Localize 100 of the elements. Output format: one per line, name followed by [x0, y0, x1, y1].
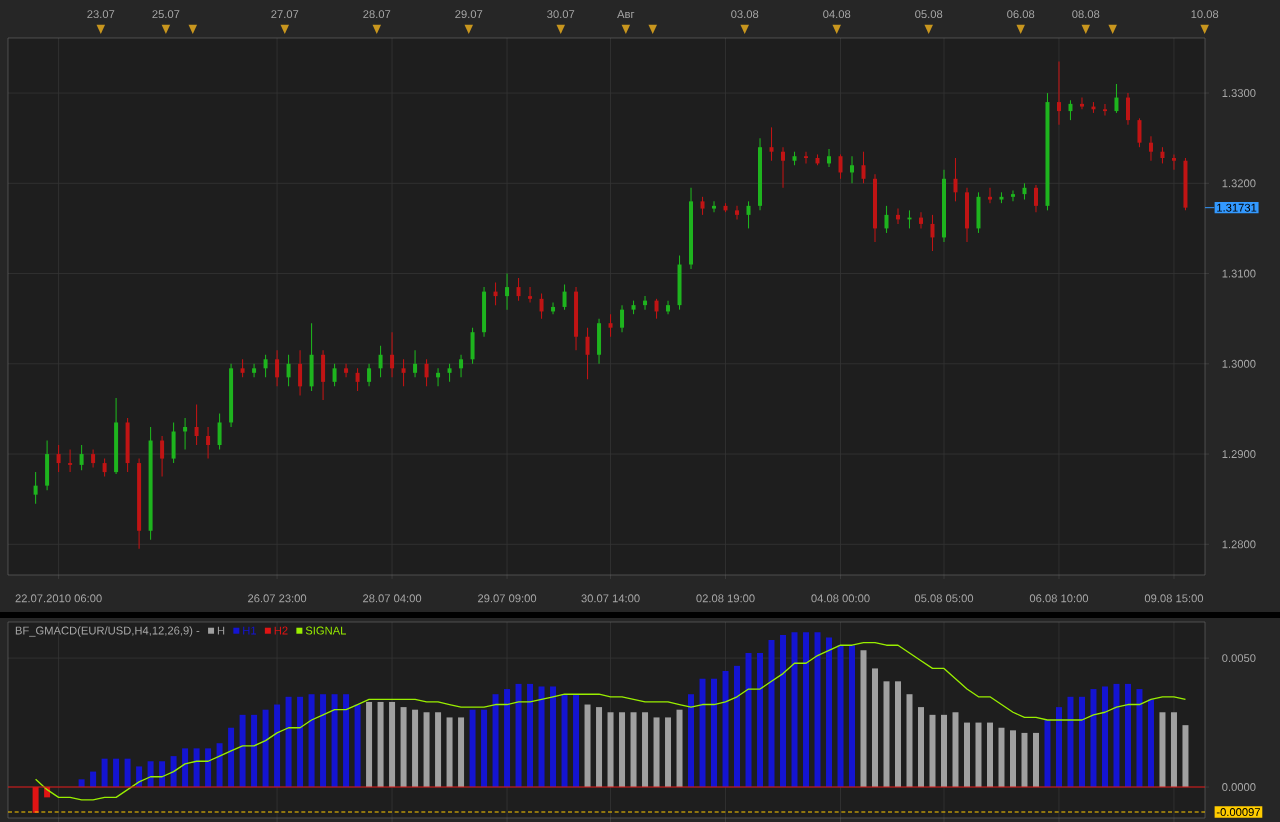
candlestick [804, 151, 809, 164]
x-tick-label: 28.07 04:00 [363, 594, 422, 603]
candlestick [597, 318, 602, 365]
bar [918, 707, 924, 788]
candlestick [344, 363, 349, 378]
text: 10.08 [1191, 10, 1219, 19]
bar [653, 717, 660, 788]
bar [584, 704, 591, 788]
candlestick [275, 349, 280, 387]
bar [676, 709, 683, 788]
y-tick-label: 1.2900 [1222, 450, 1256, 459]
text: 28.07 [363, 10, 391, 19]
candlestick [827, 148, 832, 168]
y-tick-label: 1.2800 [1222, 540, 1256, 549]
text: 29.07 [455, 10, 483, 19]
bar [803, 632, 810, 788]
x-tick-label: 30.07 14:00 [581, 594, 640, 603]
candlestick [964, 187, 969, 243]
bar [423, 712, 430, 788]
bar [711, 678, 718, 788]
bar [274, 704, 281, 788]
candlestick [56, 444, 61, 473]
candlestick [516, 277, 521, 302]
bar [849, 645, 856, 788]
candlestick [263, 354, 268, 378]
bar [699, 678, 706, 788]
candlestick [68, 449, 73, 473]
bar [331, 694, 338, 788]
bar [745, 652, 752, 788]
bar [159, 761, 166, 788]
bar [826, 637, 833, 788]
candlestick [206, 426, 211, 460]
candlestick [114, 397, 119, 475]
bar [124, 758, 131, 788]
bar [1078, 696, 1085, 788]
bar [780, 634, 787, 788]
y-tick-label: 0.0000 [1222, 783, 1256, 792]
x-tick-label: 02.08 19:00 [696, 594, 755, 603]
candlestick [390, 331, 395, 378]
candlestick [217, 412, 222, 451]
candlestick [1056, 60, 1061, 126]
bar [389, 701, 396, 788]
bar [722, 671, 729, 788]
x-tick-label: 22.07.2010 06:00 [15, 594, 102, 603]
bar [665, 717, 672, 788]
candlestick [608, 313, 613, 338]
candlestick [367, 363, 372, 387]
bar [343, 694, 350, 788]
candlestick [873, 173, 877, 243]
x-tick-label: 05.08 05:00 [914, 594, 974, 603]
candlestick [160, 435, 165, 478]
candlestick [355, 367, 360, 392]
bar [527, 683, 534, 788]
candlestick [562, 283, 567, 311]
bar [1124, 683, 1131, 788]
bar [216, 743, 223, 788]
text: 27.07 [271, 10, 299, 19]
bar [1055, 707, 1062, 788]
bar [1147, 699, 1154, 788]
bar [642, 712, 649, 788]
x-tick-label: 06.08 10:00 [1029, 594, 1089, 603]
candlestick [930, 214, 935, 252]
bar [573, 694, 580, 788]
bar [446, 717, 453, 788]
x-tick-label: 09.08 15:00 [1144, 594, 1204, 603]
candlestick [91, 449, 96, 469]
candlestick [654, 298, 659, 320]
text: 05.08 [915, 10, 943, 19]
bar [607, 712, 614, 788]
candlestick [1125, 92, 1130, 126]
bar [596, 707, 603, 788]
bar [561, 694, 568, 788]
text: 1.31731 [1217, 203, 1257, 212]
candlestick [424, 358, 429, 387]
text: 06.08 [1007, 10, 1035, 19]
candlestick [33, 471, 38, 505]
candlestick [286, 354, 291, 387]
candlestick [309, 322, 314, 392]
bar [435, 712, 442, 788]
bar [366, 701, 373, 788]
candlestick [79, 444, 84, 471]
x-tick-label: 26.07 23:00 [248, 594, 307, 603]
candlestick [125, 417, 130, 473]
bar [538, 686, 545, 788]
candlestick [1171, 153, 1176, 171]
text: 30.07 [547, 10, 575, 19]
candlestick [1010, 189, 1015, 202]
candlestick [769, 126, 774, 162]
bar [101, 758, 108, 788]
bar [1136, 689, 1143, 788]
x-tick-label: 04.08 00:00 [811, 594, 870, 603]
candlestick [45, 439, 50, 491]
y-tick-label: 1.3200 [1222, 179, 1256, 188]
candlestick [171, 421, 176, 464]
bar [205, 748, 212, 788]
legend-label: H1 [243, 626, 257, 635]
candlestick [919, 211, 923, 229]
bar [400, 707, 407, 788]
candlestick [459, 354, 464, 378]
candlestick [1102, 103, 1107, 117]
